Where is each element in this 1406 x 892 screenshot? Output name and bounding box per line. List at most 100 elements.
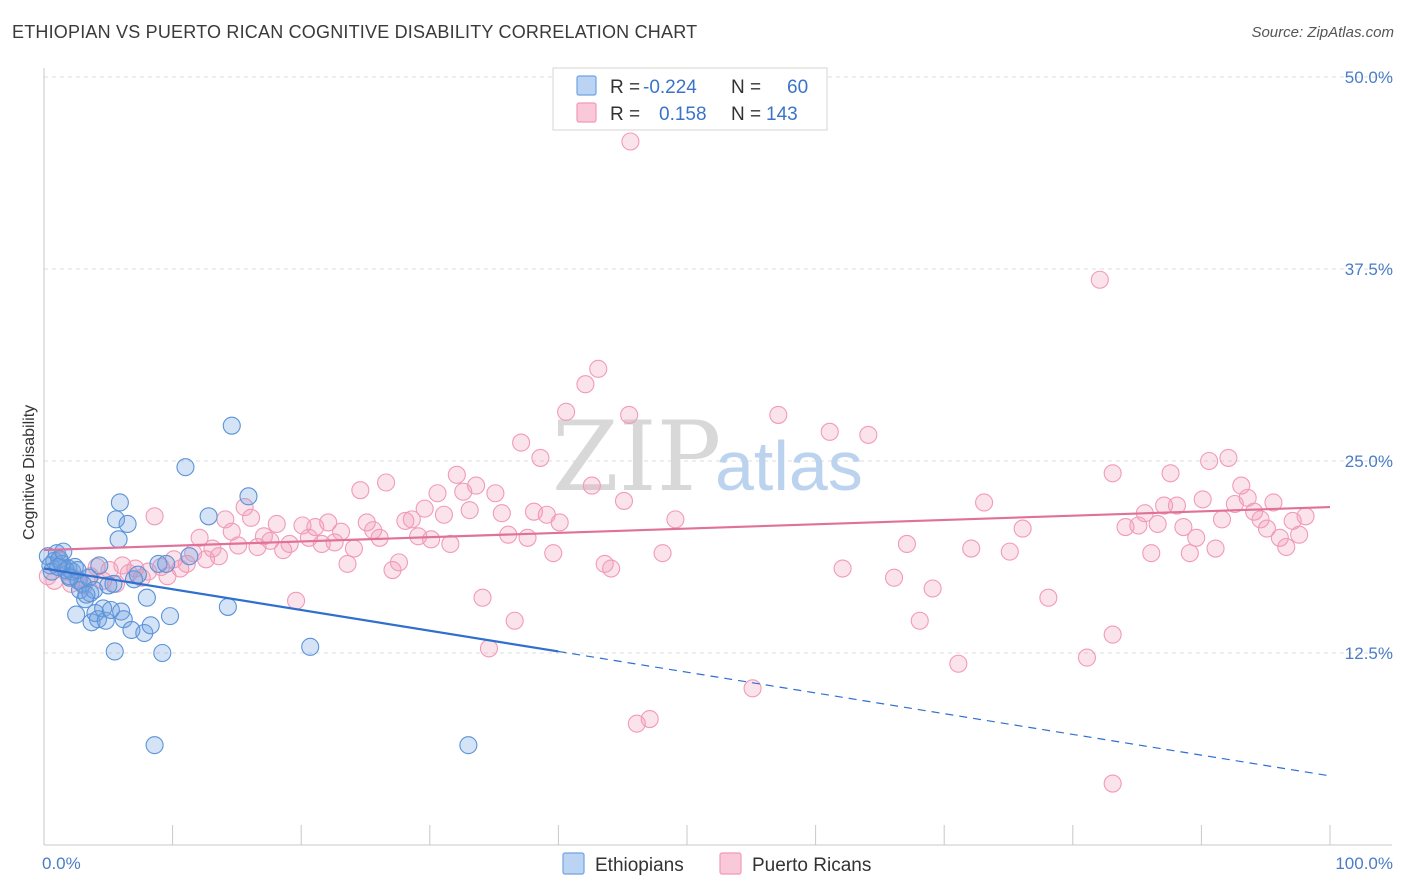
puerto-rican-point bbox=[145, 507, 164, 526]
puerto-rican-point bbox=[1103, 774, 1122, 793]
trend-lines bbox=[43, 505, 1331, 777]
puerto-rican-point bbox=[621, 132, 640, 151]
puerto-rican-point bbox=[402, 510, 421, 529]
axes bbox=[43, 68, 1392, 846]
puerto-rican-point bbox=[910, 611, 929, 630]
y-tick-label-2: 37.5% bbox=[1345, 260, 1393, 279]
legend-r-label-1: R = bbox=[610, 77, 640, 98]
puerto-ricans-trend-line bbox=[43, 505, 1331, 552]
puerto-rican-point bbox=[859, 425, 878, 444]
watermark-atlas: atlas bbox=[715, 427, 863, 505]
puerto-rican-point bbox=[557, 402, 576, 421]
ethiopian-point bbox=[176, 458, 195, 477]
ethiopians-trend-line bbox=[43, 567, 559, 653]
ethiopian-point bbox=[222, 416, 241, 435]
puerto-rican-point bbox=[332, 522, 351, 541]
puerto-rican-point bbox=[595, 554, 614, 573]
ethiopian-point bbox=[218, 597, 237, 616]
ethiopian-point bbox=[239, 487, 258, 506]
puerto-rican-point bbox=[396, 511, 415, 530]
puerto-rican-point bbox=[512, 433, 531, 452]
puerto-rican-point bbox=[653, 544, 672, 563]
puerto-rican-point bbox=[241, 508, 261, 527]
puerto-rican-point bbox=[460, 501, 479, 520]
ethiopian-point bbox=[149, 554, 168, 573]
ethiopian-point bbox=[110, 493, 129, 512]
ethiopian-point bbox=[128, 565, 147, 584]
puerto-rican-point bbox=[357, 513, 376, 532]
ethiopian-point bbox=[77, 585, 96, 604]
series-swatch-ethiopians bbox=[562, 852, 585, 875]
y-axis-label: Cognitive Disability bbox=[21, 405, 38, 540]
x-tick-label-0: 0.0% bbox=[42, 854, 81, 873]
puerto-rican-point bbox=[422, 530, 441, 549]
puerto-rican-point bbox=[325, 533, 344, 552]
puerto-rican-point bbox=[1013, 519, 1032, 538]
puerto-rican-point bbox=[479, 639, 499, 658]
puerto-rican-point bbox=[1000, 542, 1019, 561]
puerto-rican-point bbox=[1245, 502, 1264, 521]
puerto-rican-point bbox=[975, 493, 994, 512]
puerto-rican-point bbox=[209, 547, 228, 566]
puerto-rican-point bbox=[743, 679, 762, 698]
puerto-rican-point bbox=[467, 476, 486, 495]
series-swatch-puerto-ricans bbox=[719, 852, 742, 875]
source-label: Source: ZipAtlas.com bbox=[1251, 24, 1394, 41]
puerto-rican-point bbox=[1193, 490, 1212, 509]
puerto-rican-point bbox=[769, 405, 788, 424]
puerto-rican-point bbox=[254, 527, 273, 546]
puerto-rican-point bbox=[1277, 537, 1296, 557]
puerto-rican-point bbox=[383, 561, 402, 580]
puerto-rican-point bbox=[1257, 519, 1277, 538]
puerto-rican-point bbox=[492, 504, 511, 523]
puerto-rican-point bbox=[1200, 451, 1219, 471]
y-tick-label-0: 12.5% bbox=[1345, 644, 1393, 663]
puerto-rican-point bbox=[1155, 496, 1174, 515]
ethiopians-points bbox=[38, 416, 478, 755]
ethiopian-point bbox=[68, 561, 87, 580]
ethiopian-point bbox=[301, 637, 320, 656]
puerto-rican-point bbox=[666, 510, 685, 529]
puerto-rican-point bbox=[949, 654, 968, 673]
puerto-rican-point bbox=[1167, 496, 1187, 515]
puerto-rican-point bbox=[190, 528, 209, 547]
puerto-rican-point bbox=[434, 505, 453, 524]
puerto-rican-point bbox=[1103, 625, 1122, 644]
puerto-rican-point bbox=[1077, 648, 1096, 667]
puerto-rican-point bbox=[1212, 510, 1232, 529]
ethiopian-point bbox=[88, 610, 108, 629]
ethiopian-point bbox=[96, 611, 115, 630]
ethiopian-point bbox=[459, 736, 478, 755]
puerto-rican-point bbox=[486, 484, 505, 503]
puerto-rican-point bbox=[235, 498, 254, 517]
puerto-rican-point bbox=[1103, 464, 1122, 483]
puerto-rican-point bbox=[884, 568, 904, 587]
ethiopian-point bbox=[145, 736, 164, 755]
puerto-rican-point bbox=[338, 554, 357, 573]
grid-lines bbox=[44, 76, 1392, 654]
puerto-rican-point bbox=[589, 359, 608, 378]
puerto-rican-point bbox=[319, 513, 338, 532]
puerto-rican-point bbox=[544, 544, 563, 563]
legend-swatch-puerto-ricans bbox=[576, 102, 597, 123]
ethiopian-point bbox=[180, 547, 199, 566]
ethiopian-point bbox=[118, 514, 137, 534]
legend-n-value-2: 143 bbox=[766, 104, 798, 125]
puerto-rican-point bbox=[923, 579, 942, 598]
puerto-rican-point bbox=[377, 473, 396, 492]
ethiopian-point bbox=[135, 623, 154, 643]
watermark: ZIP atlas bbox=[552, 401, 863, 513]
correlation-legend: R = -0.224 N = 60 R = 0.158 N = 143 bbox=[552, 67, 828, 131]
legend-n-label-2: N = bbox=[731, 104, 761, 125]
legend-n-label-1: N = bbox=[731, 77, 761, 98]
ethiopian-point bbox=[54, 542, 73, 561]
puerto-rican-point bbox=[1264, 493, 1283, 512]
puerto-rican-point bbox=[473, 588, 492, 607]
puerto-rican-point bbox=[576, 375, 595, 394]
ethiopians-trend-extension bbox=[558, 650, 1331, 777]
puerto-rican-point bbox=[505, 611, 524, 630]
puerto-rican-point bbox=[627, 714, 646, 733]
puerto-rican-point bbox=[1180, 544, 1199, 563]
puerto-rican-point bbox=[582, 476, 601, 495]
